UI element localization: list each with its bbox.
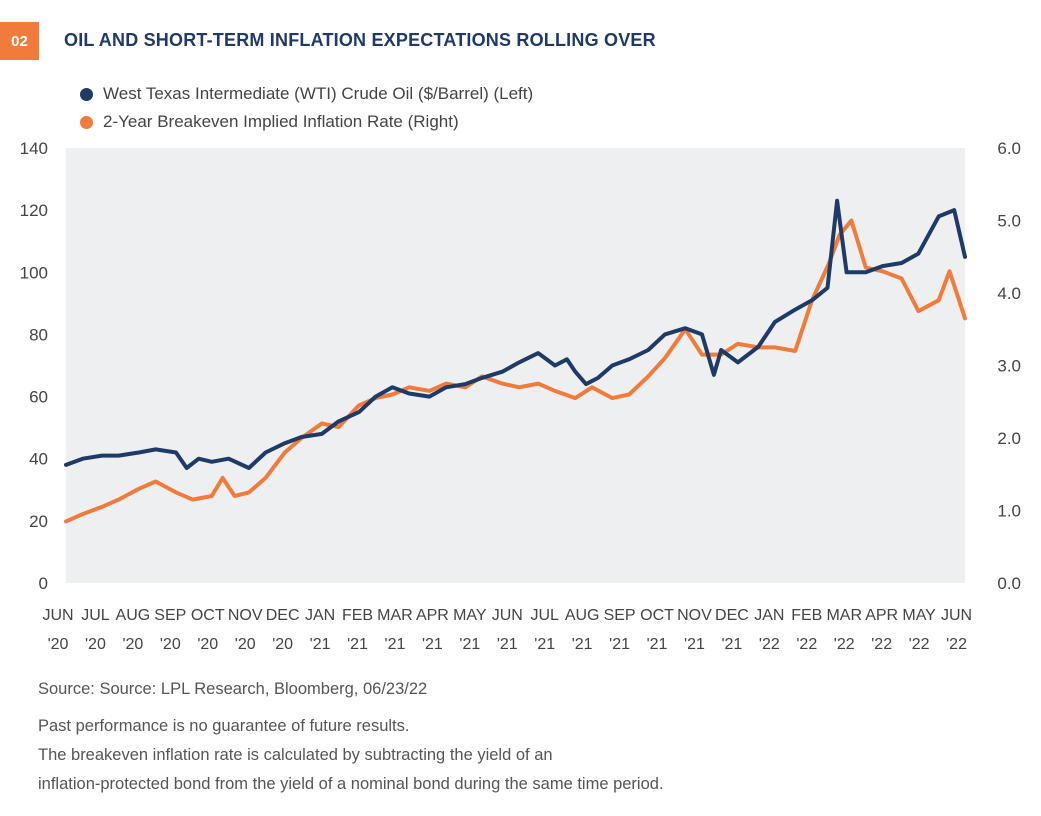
legend-item-breakeven: 2-Year Breakeven Implied Inflation Rate … <box>80 108 533 136</box>
explanation-note-2: inflation-protected bond from the yield … <box>38 775 664 793</box>
legend: West Texas Intermediate (WTI) Crude Oil … <box>80 80 533 136</box>
x-tick-label: JAN '21 <box>305 607 335 653</box>
x-tick-label: JUN '22 <box>941 607 972 653</box>
x-tick-label: APR '21 <box>416 607 449 653</box>
disclaimer-note: Past performance is no guarantee of futu… <box>38 717 410 735</box>
explanation-note-1: The breakeven inflation rate is calculat… <box>38 746 553 764</box>
x-tick-label: FEB '21 <box>342 607 373 653</box>
legend-label-wti: West Texas Intermediate (WTI) Crude Oil … <box>103 84 534 103</box>
x-tick-label: OCT '21 <box>640 607 674 653</box>
x-tick-label: JAN '22 <box>754 607 784 653</box>
x-tick-label: AUG '21 <box>565 607 600 653</box>
x-tick-label: DEC '20 <box>266 607 300 653</box>
x-tick-label: NOV '21 <box>677 607 712 653</box>
x-tick-label: DEC '21 <box>715 607 749 653</box>
y-left-tick-label: 20 <box>29 512 48 531</box>
series-layer <box>64 198 967 524</box>
chart-number-badge: 02 <box>0 22 39 60</box>
line-chart: 0 20 40 60 80 100 120 140 0.0 1.0 2.0 3.0 4.0 5.0 6.0… <box>20 139 1021 653</box>
y-right-tick-label: 0.0 <box>997 574 1021 593</box>
y-right-tick-label: 6.0 <box>997 139 1021 158</box>
y-right-tick-label: 2.0 <box>997 429 1021 448</box>
x-tick-label: SEP '20 <box>154 607 186 653</box>
y-left-tick-label: 60 <box>29 388 48 407</box>
y-right-tick-label: 1.0 <box>997 502 1021 521</box>
x-tick-label: OCT '20 <box>191 607 225 653</box>
x-tick-label: MAY '22 <box>902 607 936 653</box>
y-left-tick-label: 0 <box>39 574 48 593</box>
x-tick-label: MAR '21 <box>377 607 413 653</box>
y-axis-left: 0 20 40 60 80 100 120 140 <box>20 139 48 593</box>
series-line-wti <box>64 198 967 470</box>
y-left-tick-label: 140 <box>20 139 48 158</box>
y-right-tick-label: 5.0 <box>997 212 1021 231</box>
y-left-tick-label: 80 <box>29 325 48 344</box>
x-tick-label: MAR '22 <box>826 607 862 653</box>
legend-label-breakeven: 2-Year Breakeven Implied Inflation Rate … <box>103 112 459 131</box>
y-axis-right: 0.0 1.0 2.0 3.0 4.0 5.0 6.0 <box>997 139 1021 593</box>
x-tick-label: JUL '20 <box>81 607 110 653</box>
x-tick-label: SEP '21 <box>604 607 636 653</box>
x-tick-label: APR '22 <box>865 607 898 653</box>
source-note: Source: Source: LPL Research, Bloomberg,… <box>38 680 428 698</box>
x-tick-label: JUL '21 <box>530 607 559 653</box>
x-tick-label: AUG '20 <box>116 607 151 653</box>
y-left-tick-label: 120 <box>20 201 48 220</box>
y-left-tick-label: 100 <box>20 263 48 282</box>
legend-dot-wti <box>80 87 93 101</box>
y-right-tick-label: 3.0 <box>997 357 1021 376</box>
x-tick-label: NOV '20 <box>228 607 263 653</box>
chart-notes: Source: Source: LPL Research, Bloomberg,… <box>38 675 664 799</box>
legend-dot-breakeven <box>80 115 93 129</box>
y-left-tick-label: 40 <box>29 450 48 469</box>
x-tick-label: JUN '21 <box>492 607 523 653</box>
legend-item-wti: West Texas Intermediate (WTI) Crude Oil … <box>80 80 533 108</box>
y-right-tick-label: 4.0 <box>997 284 1021 303</box>
x-tick-label: FEB '22 <box>791 607 822 653</box>
x-tick-label: MAY '21 <box>453 607 487 653</box>
x-tick-label: JUN '20 <box>42 607 73 653</box>
chart-title: OIL AND SHORT-TERM INFLATION EXPECTATION… <box>64 30 656 50</box>
